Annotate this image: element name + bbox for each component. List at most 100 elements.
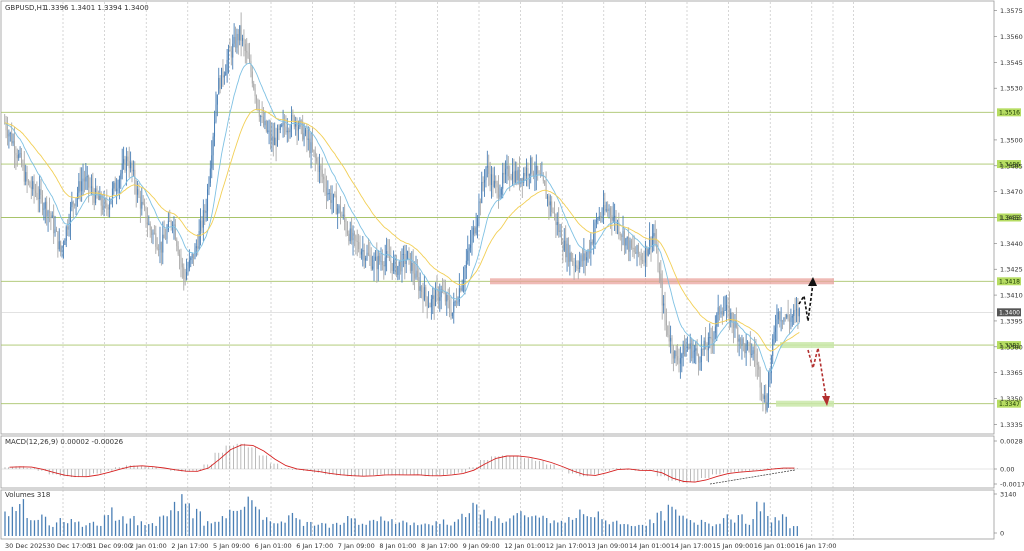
candle-body [95, 188, 97, 203]
candle-body [789, 319, 790, 322]
candle-body [407, 251, 409, 260]
volume-panel[interactable] [0, 489, 995, 540]
candle-body [247, 52, 249, 59]
macd-panel[interactable] [0, 435, 995, 489]
candle-body [290, 114, 292, 130]
candle-body [151, 230, 153, 236]
y-tick-label: 1.3410 [1000, 292, 1023, 300]
candle-body [236, 33, 238, 48]
candle-body [249, 58, 251, 62]
candle-body [650, 237, 652, 247]
candle-body [88, 175, 90, 188]
candle-body [727, 304, 729, 306]
candle-body [590, 241, 592, 254]
candle-body [477, 218, 479, 227]
candle-body [137, 189, 139, 195]
candle-body [328, 192, 330, 194]
x-tick-label: 16 Jan 01:00 [754, 542, 795, 550]
candle-body [310, 142, 312, 154]
candle-body [787, 314, 789, 320]
candle-body [202, 210, 204, 228]
level-badge-label: 1.3455 [999, 215, 1020, 222]
candle-body [738, 338, 740, 342]
forecast-up-arrowhead [808, 277, 817, 286]
candle-body [263, 116, 264, 126]
candle-body [796, 308, 797, 311]
candle-body [685, 347, 687, 357]
candle-body [39, 189, 41, 200]
candle-body [653, 233, 655, 237]
candle-body [50, 213, 52, 218]
candle-body [356, 240, 358, 242]
candle-body [212, 136, 214, 156]
candle-body [636, 245, 638, 254]
candle-body [120, 173, 122, 180]
y-tick-label: 1.3335 [1000, 421, 1023, 429]
candle-body [402, 253, 404, 255]
candle-body [569, 252, 571, 262]
candle-body [740, 338, 742, 346]
candle-body [369, 254, 371, 257]
candle-body [519, 169, 521, 184]
candle-body [345, 221, 347, 231]
candle-body [698, 354, 700, 363]
chart-header-ohlc: 1.3396 1.3401 1.3394 1.3400 [44, 4, 149, 12]
candle-body [593, 233, 595, 244]
candle-body [267, 130, 269, 132]
candle-body [135, 185, 137, 195]
candle-body [302, 121, 304, 140]
level-badge [997, 277, 1021, 286]
candle-body [577, 267, 579, 269]
candle-body [503, 172, 505, 175]
candle-body [640, 255, 642, 261]
candle-body [558, 222, 560, 232]
candle-body [201, 220, 203, 228]
candle-body [390, 260, 392, 264]
candle-body [475, 226, 477, 234]
candle-body [198, 231, 200, 249]
candle-body [134, 169, 136, 186]
candle-body [759, 369, 761, 388]
x-tick-label: 7 Jan 09:00 [338, 542, 375, 550]
candle-body [773, 331, 775, 339]
candle-body [330, 192, 332, 203]
candle-body [657, 247, 659, 272]
candle-body [605, 209, 607, 211]
candle-body [409, 253, 411, 271]
candle-body [401, 254, 403, 272]
candle-body [734, 320, 736, 328]
candle-body [104, 200, 106, 204]
candle-body [619, 234, 621, 236]
candle-body [317, 161, 319, 172]
candle-body [489, 173, 491, 185]
candle-body [180, 256, 182, 264]
level-badge-label: 1.3347 [999, 401, 1020, 408]
level-badge-label: 1.3418 [999, 279, 1020, 286]
candle-body [349, 228, 351, 242]
candle-body [111, 188, 113, 199]
candle-body [678, 360, 680, 364]
candle-body [478, 201, 480, 219]
candle-body [545, 185, 547, 199]
x-tick-label: 5 Jan 09:00 [213, 542, 250, 550]
candle-body [566, 243, 568, 258]
candle-body [72, 201, 74, 205]
candle-body [688, 346, 690, 349]
candle-body [733, 322, 735, 328]
candle-body [5, 122, 7, 131]
candle-body [611, 215, 613, 221]
candle-body [127, 156, 129, 162]
candle-body [737, 327, 739, 342]
candle-body [724, 310, 726, 312]
candle-body [225, 71, 227, 76]
x-tick-label: 2 Jan 17:00 [171, 542, 208, 550]
candle-body [616, 222, 618, 226]
candle-body [9, 132, 11, 134]
candle-body [644, 246, 646, 263]
candle-body [794, 310, 796, 312]
candle-body [565, 240, 567, 258]
candle-body [53, 215, 55, 234]
candle-body [177, 246, 179, 255]
candle-body [730, 312, 732, 323]
